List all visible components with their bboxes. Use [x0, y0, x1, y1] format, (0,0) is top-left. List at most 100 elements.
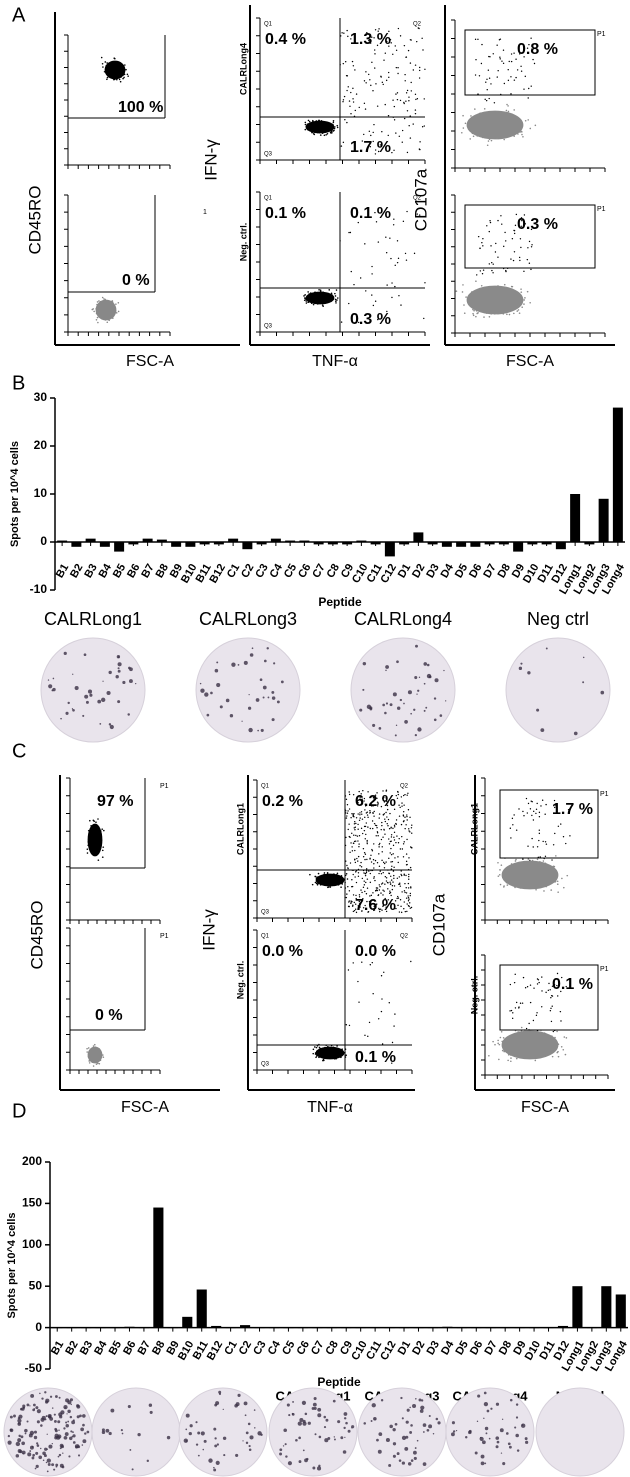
event-dot [527, 802, 530, 805]
event-dot [560, 1045, 563, 1048]
y-axis-label: IFN-γ [201, 139, 220, 181]
event-dot [407, 900, 410, 902]
spot [518, 666, 523, 671]
event-dot [371, 820, 374, 822]
event-dot [361, 877, 364, 880]
event-dot [118, 78, 121, 81]
bar [342, 542, 353, 545]
event-dot [564, 1053, 567, 1056]
event-dot [390, 826, 392, 829]
event-dot [412, 69, 415, 71]
event-dot [519, 1002, 522, 1004]
bar [128, 542, 139, 545]
event-dot [489, 56, 491, 58]
x-axis-label: FSC-A [521, 1099, 569, 1116]
event-dot [476, 274, 478, 276]
event-dot [392, 870, 395, 872]
spot [65, 1423, 69, 1428]
event-dot [365, 822, 368, 824]
spot [40, 1424, 43, 1427]
event-dot [560, 990, 562, 993]
gate-percent: 0.1 % [552, 976, 593, 993]
event-dot [511, 817, 514, 820]
x-tick-label: B8 [154, 562, 171, 580]
spot [420, 1405, 425, 1410]
event-dot [378, 813, 381, 815]
event-dot [360, 861, 362, 864]
event-dot [364, 838, 366, 840]
spot [86, 1430, 90, 1434]
bar [156, 539, 167, 542]
spot [276, 700, 280, 704]
event-dot [347, 810, 349, 812]
spot [389, 703, 393, 707]
event-dot [353, 840, 356, 843]
spot [401, 1417, 404, 1420]
event-dot [362, 886, 365, 889]
quadrant-name: Q2 [413, 196, 422, 202]
spot [101, 1428, 105, 1432]
event-dot [374, 794, 377, 796]
event-dot [376, 797, 378, 800]
event-dot [526, 986, 529, 988]
event-dot [506, 313, 508, 316]
event-dot [409, 816, 411, 819]
event-dot [354, 840, 357, 842]
event-dot [565, 1037, 568, 1039]
event-dot [380, 975, 383, 977]
event-dot [395, 841, 397, 844]
event-dot [409, 39, 412, 41]
event-dot [528, 262, 531, 264]
event-dot [354, 109, 357, 112]
event-dot [394, 900, 397, 902]
event-dot [346, 121, 348, 124]
density-contour [104, 60, 126, 80]
event-dot [380, 838, 383, 841]
spot [257, 729, 259, 732]
spot [496, 1440, 500, 1444]
event-dot [349, 105, 351, 108]
event-dot [472, 312, 474, 315]
event-dot [401, 835, 403, 838]
event-dot [521, 306, 523, 309]
event-dot [551, 1055, 554, 1058]
spot [33, 1408, 36, 1410]
x-tick-label: B3 [82, 562, 99, 580]
spot [129, 679, 133, 684]
spot [127, 713, 130, 716]
event-dot [495, 242, 497, 245]
event-dot [326, 871, 329, 874]
event-dot [387, 801, 389, 804]
bar [470, 542, 481, 547]
event-dot [362, 790, 364, 792]
spot [392, 1427, 396, 1432]
event-dot [377, 894, 380, 896]
event-dot [385, 236, 387, 238]
gate-name: P1 [600, 791, 609, 798]
event-dot [403, 908, 405, 910]
event-dot [370, 861, 373, 863]
spot [311, 1406, 315, 1410]
x-tick-label: D3 [424, 562, 441, 580]
event-dot [406, 89, 409, 92]
quadrant-percent: 6.2 % [355, 793, 396, 810]
spot [127, 1404, 131, 1409]
event-dot [303, 295, 305, 297]
event-dot [373, 863, 375, 865]
spot [409, 1406, 411, 1409]
event-dot [356, 797, 358, 799]
event-dot [548, 982, 550, 985]
panel-letter: A [12, 4, 26, 26]
spot [318, 1435, 322, 1439]
spot [337, 1420, 341, 1424]
spot [122, 680, 126, 685]
x-tick-label: D7 [482, 1339, 499, 1357]
event-dot [382, 889, 384, 891]
panel-letter: B [12, 372, 25, 394]
spot [297, 1421, 302, 1426]
spot [195, 1443, 199, 1446]
bar [456, 1327, 467, 1329]
event-dot [395, 66, 398, 69]
event-dot [354, 908, 357, 910]
event-dot [523, 214, 526, 216]
